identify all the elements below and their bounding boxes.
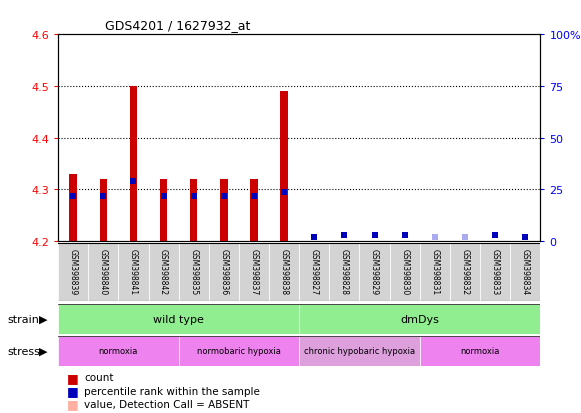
Bar — [58, 304, 299, 334]
Bar — [130, 87, 137, 242]
Bar — [450, 244, 480, 301]
Text: GSM398829: GSM398829 — [370, 248, 379, 294]
Bar — [178, 244, 209, 301]
Text: dmDys: dmDys — [400, 314, 439, 324]
Text: normoxia: normoxia — [99, 347, 138, 356]
Bar — [190, 180, 198, 242]
Bar — [329, 244, 360, 301]
Text: ■: ■ — [67, 411, 78, 413]
Text: GSM398842: GSM398842 — [159, 248, 168, 294]
Bar — [390, 244, 419, 301]
Bar — [419, 336, 540, 366]
Bar — [281, 92, 288, 242]
Bar — [250, 180, 258, 242]
Bar — [119, 244, 149, 301]
Text: GSM398831: GSM398831 — [431, 248, 439, 294]
Bar — [178, 336, 299, 366]
Bar — [269, 244, 299, 301]
Bar — [510, 244, 540, 301]
Bar — [480, 244, 510, 301]
Text: wild type: wild type — [153, 314, 204, 324]
Text: GSM398841: GSM398841 — [129, 248, 138, 294]
Bar — [419, 244, 450, 301]
Text: GSM398839: GSM398839 — [69, 248, 78, 294]
Text: GSM398833: GSM398833 — [490, 248, 500, 294]
Bar — [299, 244, 329, 301]
Bar — [220, 180, 228, 242]
Text: strain: strain — [7, 314, 39, 324]
Text: ■: ■ — [67, 371, 78, 384]
Text: GSM398832: GSM398832 — [461, 248, 469, 294]
Bar — [299, 336, 419, 366]
Text: rank, Detection Call = ABSENT: rank, Detection Call = ABSENT — [84, 412, 245, 413]
Text: stress: stress — [7, 346, 40, 356]
Bar — [149, 244, 179, 301]
Text: GSM398836: GSM398836 — [220, 248, 228, 294]
Text: GSM398840: GSM398840 — [99, 248, 108, 294]
Text: percentile rank within the sample: percentile rank within the sample — [84, 386, 260, 396]
Text: normoxia: normoxia — [460, 347, 500, 356]
Bar — [88, 244, 119, 301]
Text: normobaric hypoxia: normobaric hypoxia — [197, 347, 281, 356]
Text: value, Detection Call = ABSENT: value, Detection Call = ABSENT — [84, 399, 250, 409]
Bar — [299, 304, 540, 334]
Bar — [160, 180, 167, 242]
Bar — [360, 244, 390, 301]
Bar — [58, 336, 178, 366]
Bar — [99, 180, 107, 242]
Bar — [209, 244, 239, 301]
Bar — [69, 174, 77, 242]
Text: chronic hypobaric hypoxia: chronic hypobaric hypoxia — [304, 347, 415, 356]
Text: count: count — [84, 373, 114, 382]
Text: GSM398835: GSM398835 — [189, 248, 198, 294]
Text: GDS4201 / 1627932_at: GDS4201 / 1627932_at — [105, 19, 250, 31]
Text: GSM398827: GSM398827 — [310, 248, 319, 294]
Bar — [58, 244, 88, 301]
Text: ■: ■ — [67, 384, 78, 397]
Text: GSM398828: GSM398828 — [340, 248, 349, 294]
Text: ▶: ▶ — [40, 314, 48, 324]
Text: ■: ■ — [67, 397, 78, 411]
Text: GSM398838: GSM398838 — [279, 248, 289, 294]
Bar — [239, 244, 269, 301]
Text: GSM398837: GSM398837 — [249, 248, 259, 294]
Text: ▶: ▶ — [40, 346, 48, 356]
Text: GSM398830: GSM398830 — [400, 248, 409, 294]
Text: GSM398834: GSM398834 — [521, 248, 530, 294]
